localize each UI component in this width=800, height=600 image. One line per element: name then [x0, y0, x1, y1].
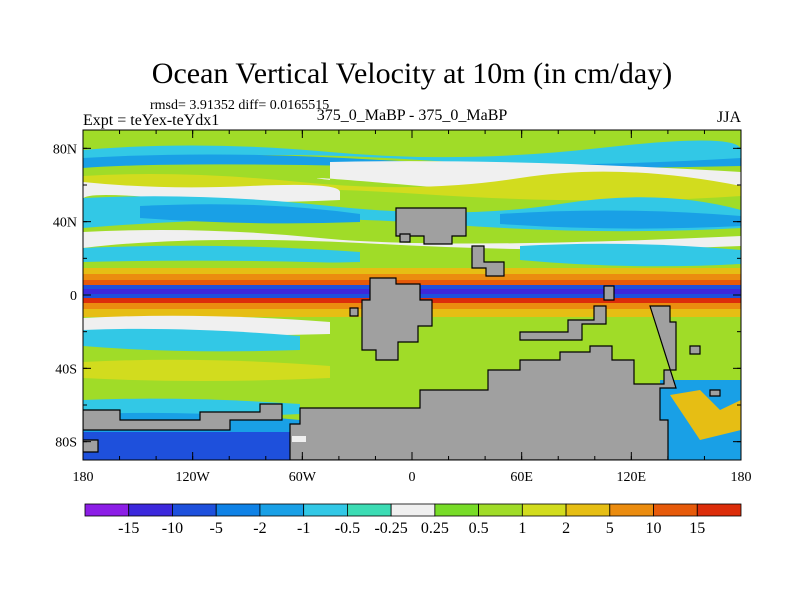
colorbar-label: -0.5: [335, 520, 360, 537]
colorbar-swatch: [521, 503, 567, 517]
x-tick-label: 60W: [289, 470, 317, 485]
x-tick-label: 60E: [510, 470, 533, 485]
field-band: [500, 210, 741, 229]
period-label: 375_0_MaBP - 375_0_MaBP: [317, 107, 508, 124]
x-tick-label: 180: [73, 470, 94, 485]
land-pacific-continent: [289, 305, 677, 460]
field-band: [670, 390, 741, 440]
colorbar-swatch: [215, 503, 261, 517]
colorbar-swatch: [84, 503, 130, 517]
land-africa-antarctic: [603, 285, 615, 301]
x-tick-label: 120W: [176, 470, 211, 485]
colorbar: -15 -10 -5 -2 -1 -0.5 -0.25 0.25 0.5 1 2 5 10 15: [84, 503, 742, 537]
y-tick-label: 80N: [53, 142, 77, 157]
field-band: [83, 328, 300, 352]
colorbar-label: 15: [689, 520, 705, 537]
field-band: [140, 204, 360, 224]
field-band: [83, 140, 741, 167]
land-masses: [83, 207, 721, 460]
colorbar-label: -5: [210, 520, 223, 537]
colorbar-swatch: [172, 503, 217, 517]
field-band: [83, 182, 340, 203]
colorbar-label: -1: [297, 520, 310, 537]
field-band: [83, 245, 360, 264]
y-tick-label: 40N: [53, 216, 77, 231]
land-southern-shelf: [83, 403, 283, 431]
colorbar-swatch: [478, 503, 523, 517]
land-middle-east: [471, 245, 505, 277]
y-tick-label: 0: [70, 289, 77, 304]
colorbar-label: 1: [518, 520, 526, 537]
y-tick-label: 80S: [55, 436, 77, 451]
land-island-a: [399, 233, 411, 243]
colorbar-label: -10: [162, 520, 183, 537]
colorbar-swatch: [390, 503, 436, 517]
colorbar-swatch: [653, 503, 698, 517]
x-tick-label: 0: [409, 470, 416, 485]
colorbar-label: -2: [253, 520, 266, 537]
field-band: [83, 432, 313, 460]
colorbar-swatch: [565, 503, 611, 517]
white-patch: [292, 436, 306, 442]
field-band: [520, 243, 741, 267]
colorbar-swatch: [696, 503, 742, 517]
experiment-label: Expt = teYex-teYdx1: [83, 112, 219, 129]
colorbar-label: 0.5: [469, 520, 489, 537]
colorbar-label: 5: [606, 520, 614, 537]
colorbar-label: -0.25: [374, 520, 407, 537]
colorbar-swatch: [303, 503, 348, 517]
field-band: [83, 359, 330, 381]
x-tick-label: 120E: [617, 470, 647, 485]
chart-title: Ocean Vertical Velocity at 10m (in cm/da…: [152, 57, 672, 90]
field-band: [83, 280, 741, 285]
colorbar-label: 0.25: [421, 520, 449, 537]
land-south-america: [361, 277, 433, 361]
colorbar-swatch: [259, 503, 305, 517]
land-island-b: [689, 345, 701, 355]
colorbar-swatch: [128, 503, 173, 517]
field-band: [83, 274, 741, 280]
map-field: [83, 130, 741, 460]
colorbar-swatch: [346, 503, 392, 517]
colorbar-swatch: [434, 503, 480, 517]
colorbar-swatch: [609, 503, 654, 517]
stats-line: rmsd= 3.91352 diff= 0.0165515: [150, 98, 329, 113]
land-island-c: [709, 389, 721, 397]
field-band: [83, 171, 741, 201]
season-label: JJA: [717, 109, 741, 126]
colorbar-label: 2: [562, 520, 570, 537]
x-tick-label: 180: [731, 470, 752, 485]
land-antarctic-left: [83, 439, 99, 453]
colorbar-label: -15: [118, 520, 139, 537]
axis-ticks: 180 120W 60W 0 60E 120E 180 80N 40N 0 40S 80S: [53, 130, 752, 485]
colorbar-label: 10: [646, 520, 662, 537]
land-island-d: [349, 307, 359, 317]
land-indian-block: [519, 305, 607, 341]
y-tick-label: 40S: [55, 362, 77, 377]
